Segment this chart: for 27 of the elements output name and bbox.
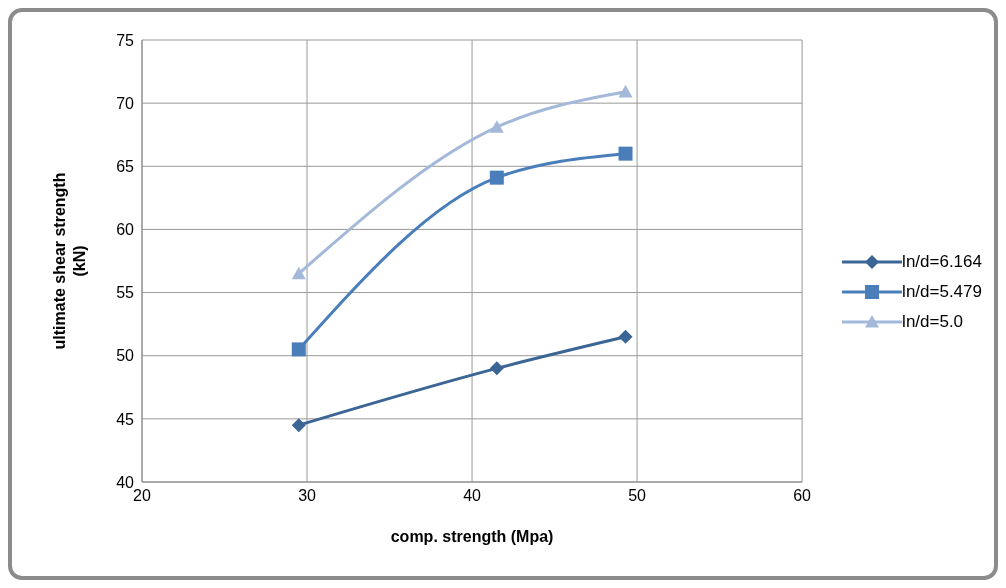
y-tick-label: 50 — [116, 347, 135, 365]
y-tick-label: 65 — [116, 157, 135, 175]
x-tick-label: 40 — [463, 487, 482, 505]
point — [291, 418, 306, 433]
point — [291, 342, 306, 357]
y-tick-label: 45 — [116, 410, 135, 428]
legend-label: ln/d=6.164 — [902, 252, 982, 272]
y-tick-label: 40 — [116, 473, 135, 491]
point — [489, 361, 504, 376]
y-tick-label: 55 — [116, 284, 135, 302]
legend-label: ln/d=5.0 — [902, 312, 964, 332]
point — [618, 146, 633, 161]
point — [618, 84, 633, 98]
y-axis-title: ultimate shear strength (kN) — [51, 172, 88, 350]
point — [291, 266, 306, 280]
y-tick-label: 60 — [116, 221, 135, 239]
x-tick-label: 50 — [628, 487, 647, 505]
legend-label: ln/d=5.479 — [902, 282, 982, 302]
x-tick-label: 30 — [298, 487, 317, 505]
x-tick-label: 20 — [133, 487, 151, 505]
point — [618, 329, 633, 344]
point — [489, 170, 504, 185]
y-tick-label: 70 — [116, 94, 135, 112]
x-axis-title: comp. strength (Mpa) — [390, 528, 554, 545]
x-tick-label: 60 — [793, 487, 812, 505]
point — [489, 120, 504, 133]
y-tick-label: 75 — [116, 31, 135, 49]
